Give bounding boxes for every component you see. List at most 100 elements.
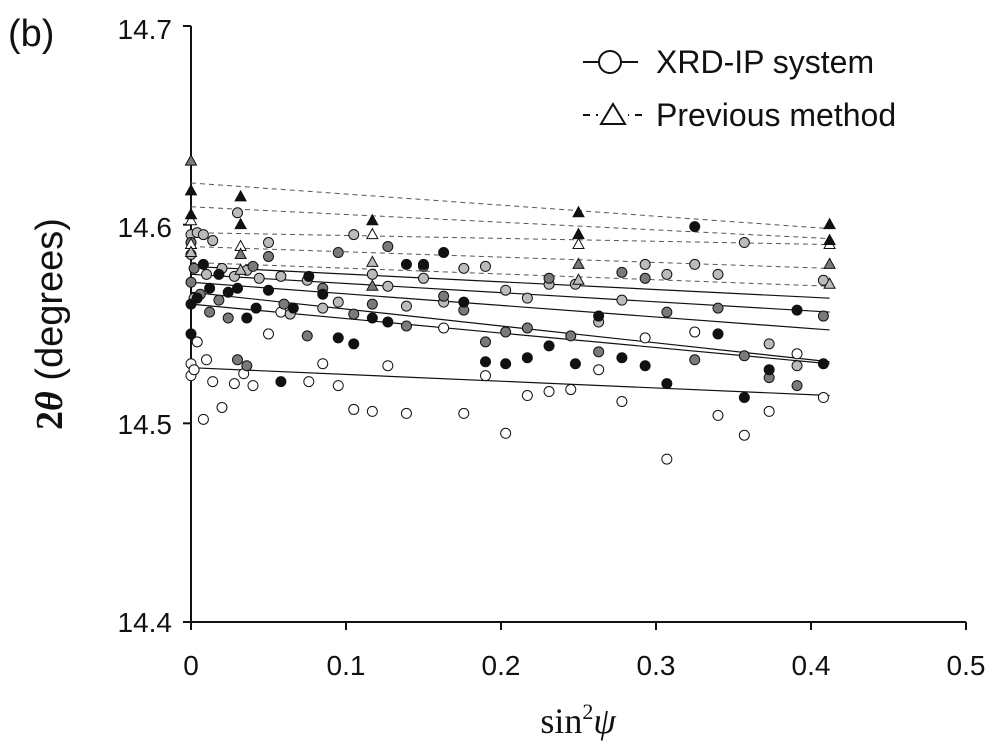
- xrd-ip-point: [763, 338, 775, 350]
- previous-method-point: [366, 279, 379, 291]
- previous-method-fit-line: [190, 261, 830, 287]
- xrd-ip-point: [216, 401, 228, 413]
- previous-method-point: [366, 227, 379, 240]
- xrd-ip-point: [616, 294, 628, 306]
- xrd-ip-point: [458, 296, 470, 308]
- previous-method-point: [572, 205, 585, 218]
- xrd-ip-point: [275, 376, 287, 388]
- x-tick-label: 0.1: [327, 650, 366, 681]
- previous-method-point: [572, 273, 585, 285]
- xrd-ip-point: [366, 405, 378, 417]
- xrd-ip-point: [661, 268, 673, 280]
- xrd-ip-point: [791, 380, 803, 392]
- xrd-ip-point: [593, 346, 605, 358]
- markers: [184, 154, 836, 465]
- legend-item-xrd: XRD-IP system: [583, 44, 874, 80]
- xrd-ip-point: [616, 395, 628, 407]
- xrd-ip-point: [738, 350, 750, 362]
- xrd-ip-point: [593, 310, 605, 322]
- previous-method-fit-line: [190, 206, 830, 240]
- xrd-ip-point: [569, 358, 581, 370]
- xrd-ip-fit-line: [190, 281, 830, 331]
- previous-method-point: [572, 237, 585, 250]
- xrd-ip-point: [400, 300, 412, 312]
- xrd-ip-point: [263, 328, 274, 340]
- xrd-ip-point: [197, 258, 209, 270]
- x-axis-title-sup: 2: [582, 699, 593, 724]
- previous-method-point: [823, 233, 836, 246]
- xrd-ip-point: [201, 268, 212, 280]
- xrd-ip-point: [521, 322, 533, 334]
- axes: [183, 25, 967, 630]
- x-tick-labels: 0 0.1 0.2 0.3 0.4 0.5: [183, 650, 985, 681]
- xrd-ip-point: [287, 302, 299, 314]
- xrd-ip-point: [661, 306, 673, 318]
- previous-method-fit-line: [190, 232, 830, 246]
- xrd-ip-point: [348, 403, 360, 415]
- panel-label: (b): [8, 13, 54, 55]
- xrd-ip-point: [521, 390, 533, 402]
- previous-method-point: [184, 183, 198, 196]
- xrd-ip-point: [317, 288, 329, 300]
- xrd-ip-point: [500, 427, 512, 439]
- xrd-ip-point: [197, 413, 209, 425]
- xrd-ip-point: [201, 354, 212, 366]
- xrd-ip-point: [232, 354, 243, 366]
- xrd-ip-point: [689, 354, 701, 366]
- x-axis-title-var: ψ: [593, 701, 616, 741]
- xrd-ip-point: [438, 290, 450, 302]
- xrd-ip-point: [565, 384, 577, 396]
- xrd-ip-point: [348, 308, 360, 320]
- xrd-ip-point: [191, 336, 203, 348]
- previous-method-fit-line: [190, 246, 830, 269]
- xrd-ip-fit-line: [190, 291, 830, 363]
- xrd-ip-point: [712, 328, 724, 340]
- xrd-ip-point: [791, 360, 803, 372]
- xrd-ip-point: [480, 356, 491, 368]
- xrd-ip-point: [689, 258, 701, 270]
- xrd-ip-point: [712, 302, 724, 314]
- x-axis-title-main: sin: [540, 701, 582, 741]
- xrd-ip-point: [480, 336, 491, 348]
- previous-method-point: [823, 277, 836, 289]
- xrd-ip-point: [263, 284, 274, 296]
- xrd-ip-point: [213, 294, 225, 306]
- previous-method-point: [234, 247, 247, 259]
- previous-method-point: [823, 217, 836, 230]
- x-axis-title: sin2ψ: [540, 699, 616, 741]
- xrd-ip-point: [458, 407, 470, 419]
- xrd-ip-point: [366, 312, 378, 324]
- previous-method-point: [184, 154, 198, 166]
- xrd-ip-point: [317, 302, 329, 314]
- y-tick-label: 14.4: [118, 607, 173, 638]
- xrd-ip-point: [253, 272, 265, 284]
- xrd-ip-point: [418, 272, 429, 284]
- xrd-ip-point: [332, 246, 344, 258]
- xrd-ip-point: [639, 272, 651, 284]
- x-tick-label: 0: [183, 650, 199, 681]
- previous-method-point: [823, 257, 836, 269]
- xrd-ip-point: [303, 376, 315, 388]
- xrd-ip-point: [185, 276, 197, 288]
- xrd-ip-point: [303, 270, 315, 282]
- xrd-ip-point: [382, 241, 394, 253]
- xrd-ip-fit-line: [190, 273, 830, 313]
- previous-method-point: [184, 213, 198, 226]
- xrd-ip-point: [565, 330, 577, 342]
- xrd-ip-point: [348, 338, 360, 350]
- xrd-ip-point: [332, 332, 344, 344]
- xrd-ip-point: [791, 348, 803, 360]
- xrd-ip-point: [207, 235, 219, 247]
- xrd-ip-point: [791, 304, 803, 316]
- x-tick-label: 0.3: [637, 650, 676, 681]
- previous-method-point: [366, 255, 379, 267]
- y-axis-title-prefix: 2: [29, 411, 71, 430]
- xrd-ip-point: [185, 328, 197, 340]
- x-tick-label: 0.2: [482, 650, 521, 681]
- xrd-ip-point: [278, 298, 290, 310]
- xrd-ip-point: [738, 429, 750, 441]
- xrd-ip-point: [247, 380, 259, 392]
- xrd-ip-point: [366, 298, 378, 310]
- xrd-ip-point: [222, 286, 234, 298]
- xrd-ip-point: [593, 364, 605, 376]
